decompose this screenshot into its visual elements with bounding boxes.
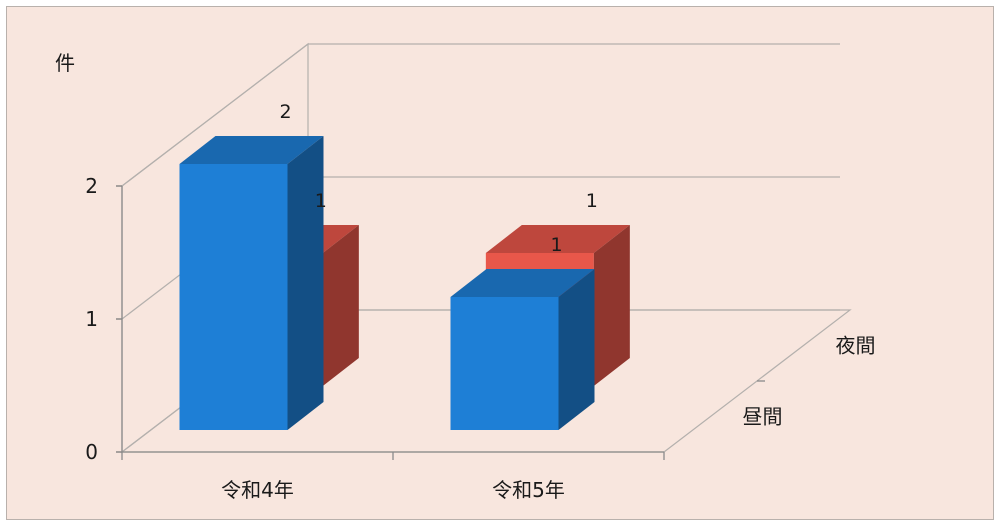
bar-top [450,269,595,297]
bar-side [287,136,324,430]
bar-front [179,164,288,430]
y-tick-label: 1 [85,307,98,331]
series-label: 夜間 [836,334,876,358]
data-label: 1 [586,190,598,212]
bar-front [450,297,559,430]
bar-top [485,224,630,253]
gridline-side [121,43,309,187]
data-label: 2 [279,101,291,123]
data-label: 1 [550,234,562,256]
bar [450,269,595,430]
y-tick-label: 0 [85,440,98,464]
chart-labels: 0 1 2 令和4年 令和5年 昼間 夜間 1 1 2 1 [85,101,875,502]
y-tick-label: 2 [85,174,98,198]
data-label: 1 [315,190,327,212]
y-axis-unit-label: 件 [55,51,75,75]
bars [179,136,630,430]
x-category-label: 令和4年 [221,478,294,502]
bar [179,136,324,430]
bar-top [179,136,324,164]
x-category-label: 令和5年 [492,478,565,502]
bar-side [558,269,595,430]
bar-side [322,224,359,386]
series-label: 昼間 [743,405,783,429]
bar-side [593,224,630,386]
axes [116,185,765,460]
